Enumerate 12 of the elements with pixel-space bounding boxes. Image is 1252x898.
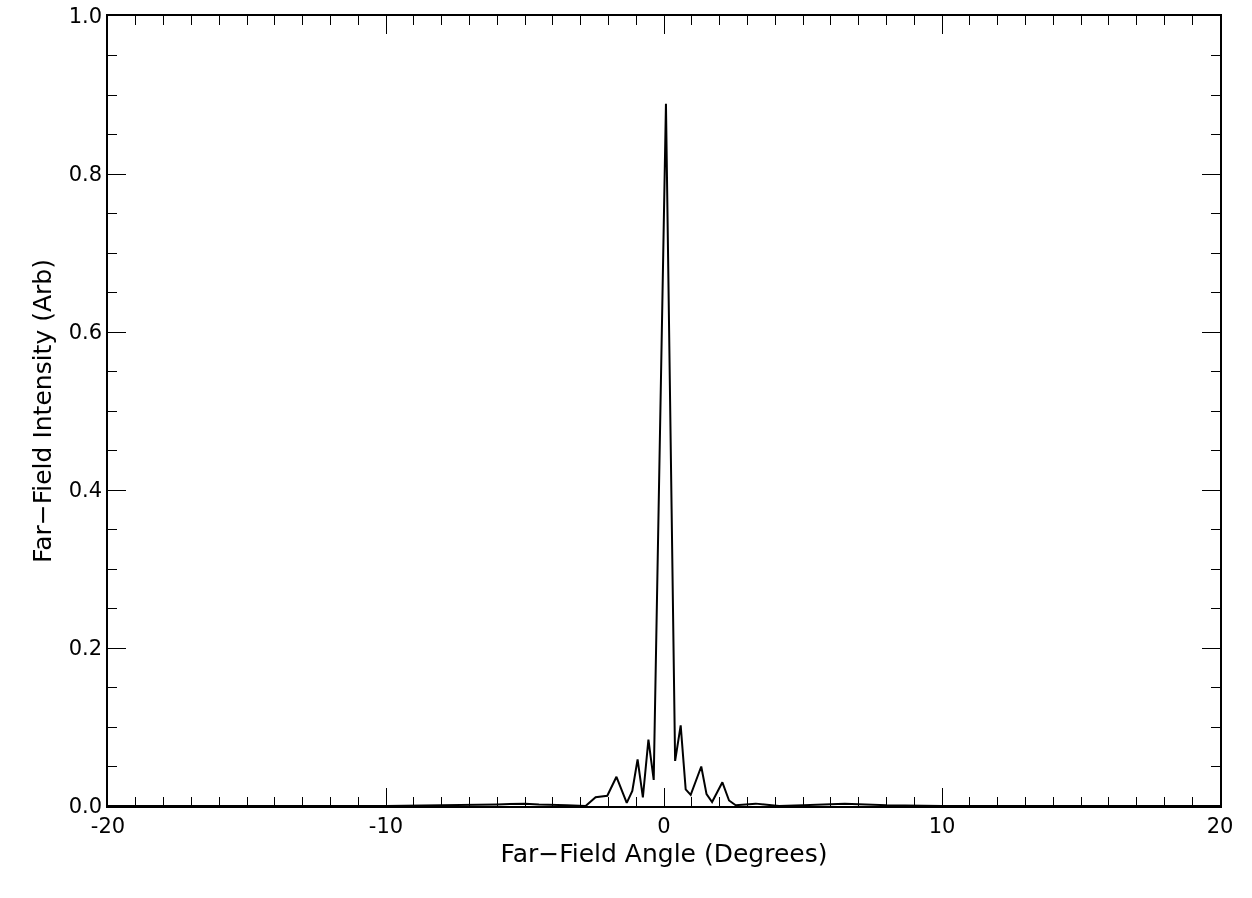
y-tick-label: 0.4 <box>68 478 103 503</box>
y-tick-label: 0.8 <box>68 162 103 187</box>
x-axis-title: Far−Field Angle (Degrees) <box>500 839 828 869</box>
y-tick-label: 0.6 <box>68 320 103 345</box>
y-tick-label: 0.2 <box>68 636 103 661</box>
y-axis-title: Far−Field Intensity (Arb) <box>27 259 57 563</box>
x-tick-label: -10 <box>368 813 404 838</box>
x-tick-label: 0 <box>657 813 671 838</box>
x-tick-label: -20 <box>90 813 126 838</box>
x-tick-label: 20 <box>1206 813 1234 838</box>
y-tick-label: 1.0 <box>68 4 103 29</box>
x-tick-label: 10 <box>928 813 956 838</box>
